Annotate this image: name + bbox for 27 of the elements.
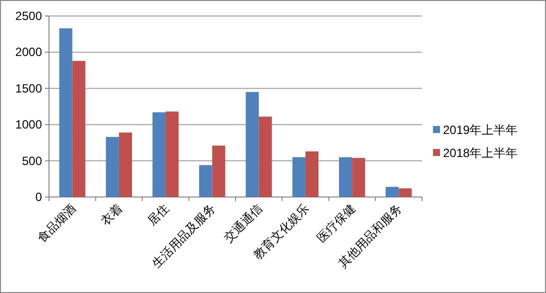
bar [212, 146, 226, 197]
x-tick-label: 衣着 [98, 201, 126, 228]
bar [106, 136, 119, 197]
bar [339, 157, 352, 197]
legend-label: 2019年上半年 [443, 123, 518, 137]
y-tick-label: 0 [35, 190, 42, 204]
bar [398, 188, 412, 197]
y-tick-label: 1000 [15, 118, 42, 132]
y-tick-label: 1500 [15, 81, 42, 96]
bar [199, 165, 212, 197]
bar [59, 28, 72, 197]
bar [352, 158, 366, 197]
bar [305, 151, 318, 197]
x-tick-label: 居住 [144, 201, 172, 228]
bar [166, 112, 179, 197]
y-tick-label: 2500 [15, 9, 42, 23]
bar [246, 92, 259, 197]
bar [386, 186, 399, 197]
y-tick-label: 2000 [15, 45, 42, 60]
y-tick-label: 500 [22, 154, 42, 168]
bar [152, 112, 166, 197]
bar [292, 157, 306, 197]
bar [258, 116, 272, 197]
bar [118, 132, 132, 197]
x-tick-label: 食品烟酒 [34, 201, 78, 246]
bar [72, 60, 86, 197]
legend-label: 2018年上半年 [443, 146, 518, 160]
